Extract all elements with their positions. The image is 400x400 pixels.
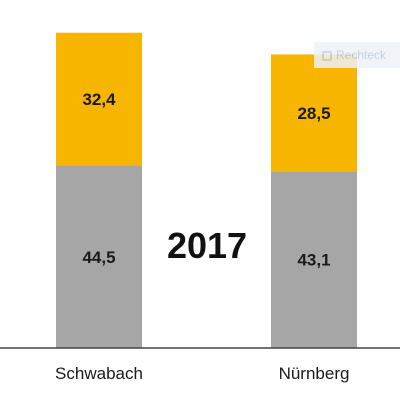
data-label-nurnberg-0: 43,1 xyxy=(297,251,330,270)
bars-group xyxy=(56,32,357,348)
watermark-text: Rechteck xyxy=(336,48,387,62)
bar-segment-schwabach-1 xyxy=(56,32,142,166)
data-label-schwabach-1: 32,4 xyxy=(82,90,116,109)
category-label-schwabach: Schwabach xyxy=(55,364,143,383)
segment-labels-group: 44,5 32,4 43,1 28,5 xyxy=(82,90,330,270)
rectangle-icon xyxy=(322,50,332,61)
bar-segment-schwabach-0 xyxy=(56,165,142,348)
watermark-badge: Rechteck xyxy=(314,42,400,68)
data-label-schwabach-0: 44,5 xyxy=(82,248,115,267)
bar-segment-nurnberg-0 xyxy=(271,171,357,348)
category-label-nurnberg: Nürnberg xyxy=(279,364,350,383)
year-label: 2017 xyxy=(167,225,247,266)
data-label-nurnberg-1: 28,5 xyxy=(297,104,330,123)
category-labels-group: Schwabach Nürnberg xyxy=(55,364,349,383)
bar-segment-nurnberg-1 xyxy=(271,54,357,172)
